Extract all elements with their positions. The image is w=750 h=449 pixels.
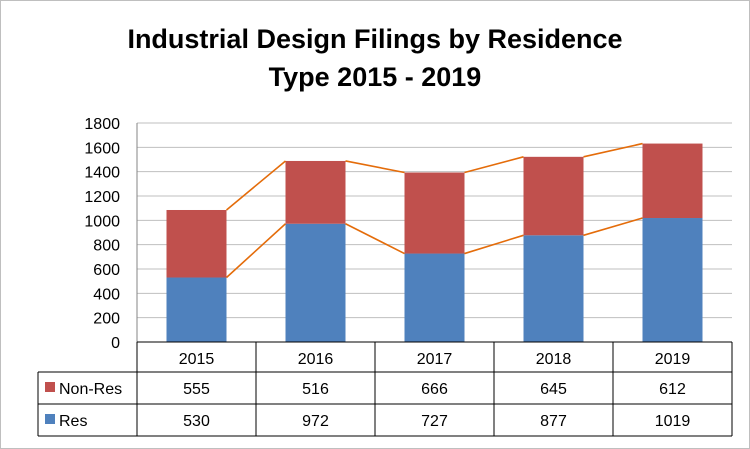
bar-res-2019 <box>643 218 703 342</box>
table-cell-value: 612 <box>659 381 686 398</box>
bar-non-res-2016 <box>286 161 346 224</box>
stacked-bar-chart: 0200400600800100012001400160018002015201… <box>0 0 750 449</box>
x-category-label: 2018 <box>536 351 572 368</box>
y-tick-label: 1400 <box>84 165 120 182</box>
bars <box>167 144 703 342</box>
y-tick-label: 400 <box>93 286 120 303</box>
y-tick-label: 1800 <box>84 116 120 133</box>
bar-non-res-2019 <box>643 144 703 218</box>
legend-label-res: Res <box>59 413 87 430</box>
table-cell-value: 972 <box>302 413 329 430</box>
bar-res-2018 <box>524 235 584 342</box>
x-category-label: 2015 <box>179 351 215 368</box>
y-tick-label: 1600 <box>84 140 120 157</box>
bar-non-res-2017 <box>405 173 465 254</box>
legend-key-res <box>45 414 55 424</box>
y-tick-label: 0 <box>111 335 120 352</box>
y-tick-label: 800 <box>93 238 120 255</box>
y-axis: 0 200 400 600 800 1000 1200 1400 1600 1800 <box>84 116 137 352</box>
x-category-label: 2019 <box>655 351 691 368</box>
legend-key-non-res <box>45 382 55 392</box>
table-cell-value: 555 <box>183 381 210 398</box>
data-table: 2015 2016 2017 2018 2019 Non-Res 555 516 666 645 6… <box>38 342 732 436</box>
bar-res-2015 <box>167 278 227 342</box>
table-cell-value: 645 <box>540 381 567 398</box>
bar-res-2016 <box>286 224 346 342</box>
y-tick-label: 200 <box>93 311 120 328</box>
bar-res-2017 <box>405 254 465 342</box>
bar-non-res-2018 <box>524 157 584 235</box>
y-tick-label: 600 <box>93 262 120 279</box>
x-category-label: 2016 <box>298 351 334 368</box>
table-cell-value: 516 <box>302 381 329 398</box>
table-cell-value: 877 <box>540 413 567 430</box>
table-cell-value: 530 <box>183 413 210 430</box>
legend-label-non-res: Non-Res <box>59 381 122 398</box>
table-cell-value: 1019 <box>655 413 691 430</box>
x-category-label: 2017 <box>417 351 453 368</box>
y-tick-label: 1000 <box>84 213 120 230</box>
y-tick-label: 1200 <box>84 189 120 206</box>
bar-non-res-2015 <box>167 210 227 278</box>
table-cell-value: 727 <box>421 413 448 430</box>
table-cell-value: 666 <box>421 381 448 398</box>
